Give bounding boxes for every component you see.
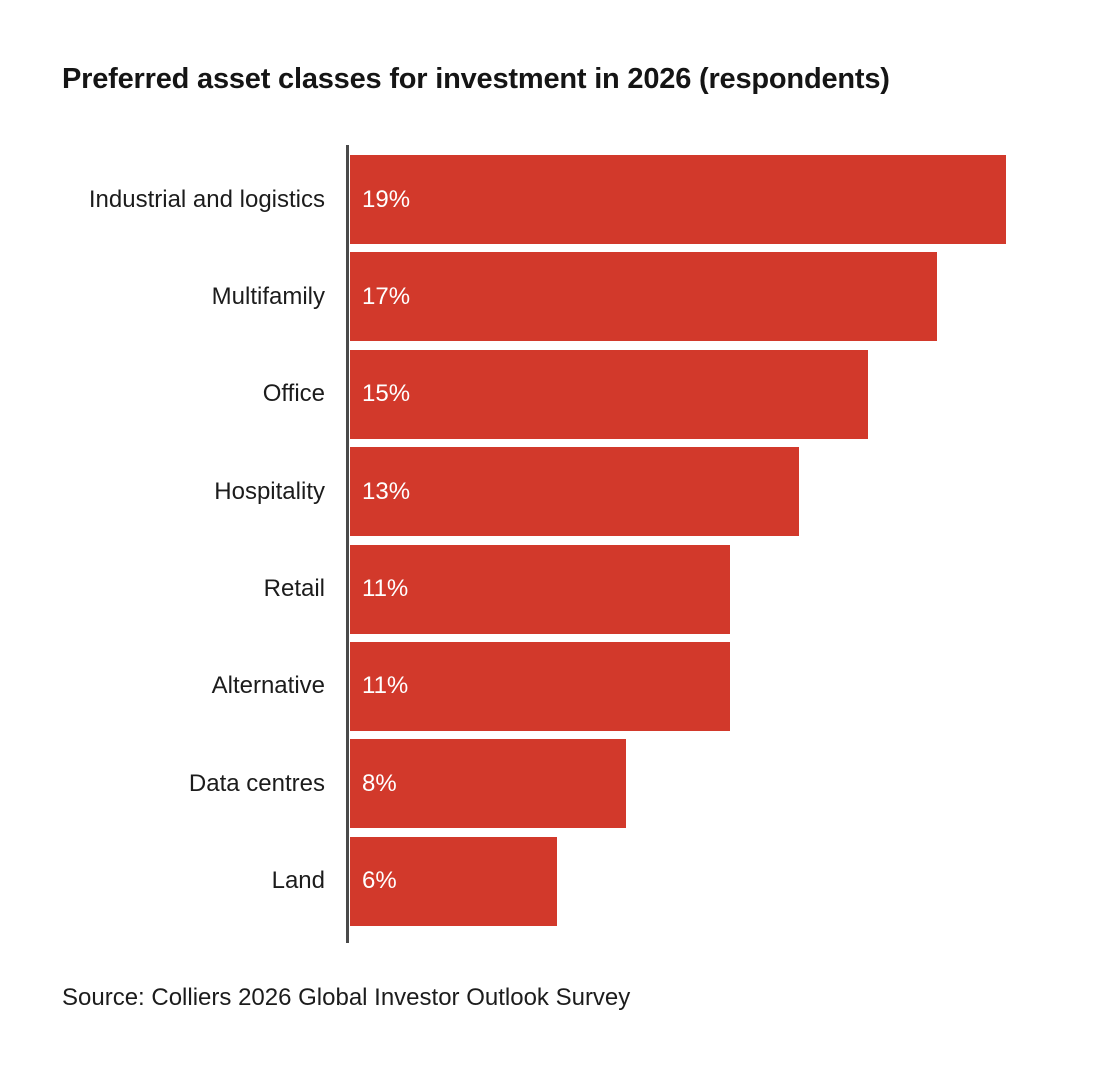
y-axis-line <box>346 145 349 943</box>
value-label: 11% <box>362 672 409 700</box>
category-label: Industrial and logistics <box>88 185 325 213</box>
bar: 15% <box>350 349 868 439</box>
bar-track: 13% <box>350 447 1100 537</box>
bar: 19% <box>350 155 1006 244</box>
category-label: Retail <box>263 575 325 603</box>
value-label: 17% <box>362 282 411 310</box>
bar: 6% <box>350 836 557 926</box>
category-label: Hospitality <box>214 477 325 505</box>
bar-row: Data centres 8% <box>0 739 1100 829</box>
bar-chart: Industrial and logistics 19% Multifamily 17… <box>0 145 1100 943</box>
bar-row: Office 15% <box>0 349 1100 439</box>
chart-title: Preferred asset classes for investment i… <box>62 63 890 95</box>
bar-track: 19% <box>350 155 1100 244</box>
bar: 17% <box>350 252 937 342</box>
bar-row: Industrial and logistics 19% <box>0 155 1100 244</box>
bar: 13% <box>350 447 799 537</box>
category-label: Alternative <box>211 672 325 700</box>
bar-track: 11% <box>350 544 1100 634</box>
source-note: Source: Colliers 2026 Global Investor Ou… <box>62 984 631 1011</box>
value-label: 11% <box>362 575 409 603</box>
bar-track: 6% <box>350 836 1100 926</box>
value-label: 6% <box>362 867 397 895</box>
bar-track: 15% <box>350 349 1100 439</box>
bar-row: Multifamily 17% <box>0 252 1100 342</box>
value-label: 15% <box>362 380 411 408</box>
bar: 8% <box>350 739 626 829</box>
category-label: Multifamily <box>211 282 325 310</box>
bar: 11% <box>350 544 730 634</box>
bar-track: 17% <box>350 252 1100 342</box>
value-label: 13% <box>362 477 411 505</box>
bar-track: 11% <box>350 641 1100 731</box>
bar-row: Land 6% <box>0 836 1100 926</box>
value-label: 8% <box>362 769 397 797</box>
category-label: Data centres <box>188 769 325 797</box>
bar-rows: Industrial and logistics 19% Multifamily 17… <box>0 155 1100 926</box>
bar-row: Hospitality 13% <box>0 447 1100 537</box>
bar-track: 8% <box>350 739 1100 829</box>
bar-row: Alternative 11% <box>0 641 1100 731</box>
bar-row: Retail 11% <box>0 544 1100 634</box>
bar: 11% <box>350 641 730 731</box>
value-label: 19% <box>362 185 411 213</box>
category-label: Office <box>262 380 325 408</box>
category-label: Land <box>271 867 325 895</box>
